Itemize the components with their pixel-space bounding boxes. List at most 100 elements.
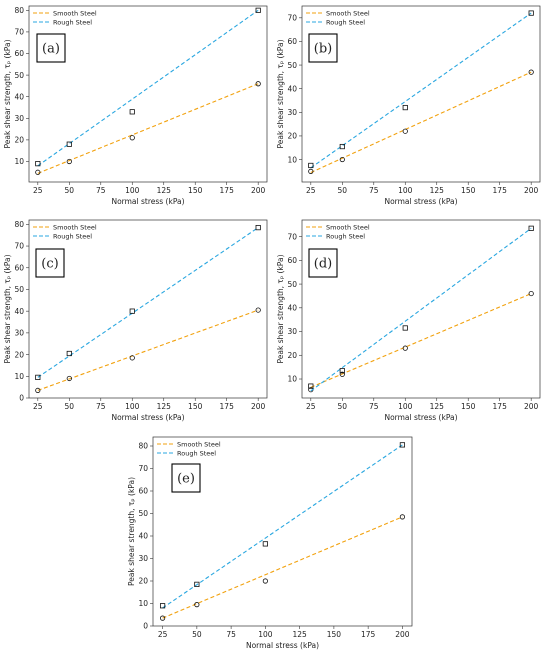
y-tick-label: 80: [14, 6, 24, 15]
y-axis-label: Peak shear strength, τₚ (kPa): [3, 254, 12, 363]
y-tick-label: 30: [287, 108, 297, 117]
panel-label: (b): [314, 42, 332, 57]
legend-label: Smooth Steel: [326, 223, 370, 231]
data-point-smooth: [35, 169, 41, 175]
data-point-rough: [194, 581, 200, 587]
y-tick-label: 60: [138, 487, 148, 496]
x-tick-label: 125: [292, 630, 307, 639]
y-tick-label: 70: [287, 232, 297, 241]
x-tick-label: 50: [65, 402, 75, 411]
legend-label: Smooth Steel: [177, 440, 221, 448]
x-tick-label: 100: [398, 186, 413, 195]
legend-label: Smooth Steel: [53, 9, 97, 17]
y-tick-label: 50: [287, 61, 297, 70]
x-tick-label: 25: [306, 186, 316, 195]
data-point-rough: [528, 10, 534, 16]
data-point-rough: [129, 308, 135, 314]
panel-label-box: [36, 33, 66, 63]
y-tick-label: 0: [143, 622, 148, 631]
data-point-smooth: [308, 168, 314, 174]
y-tick-label: 50: [14, 71, 24, 80]
y-tick-label: 30: [14, 329, 24, 338]
data-point-smooth: [339, 371, 345, 377]
data-point-smooth: [402, 345, 408, 351]
x-tick-label: 200: [251, 402, 266, 411]
x-tick-label: 25: [158, 630, 168, 639]
panel-label-box: [308, 33, 338, 63]
y-tick-label: 60: [14, 263, 24, 272]
x-tick-label: 125: [157, 186, 172, 195]
y-tick-label: 70: [14, 242, 24, 251]
y-tick-label: 60: [287, 256, 297, 265]
y-tick-label: 10: [14, 372, 24, 381]
data-point-smooth: [159, 615, 166, 621]
y-tick-label: 70: [287, 14, 297, 23]
y-tick-label: 50: [287, 280, 297, 289]
x-tick-label: 150: [461, 402, 476, 411]
y-tick-label: 20: [287, 132, 297, 141]
x-axis-label: Normal stress (kPa): [384, 197, 457, 206]
y-tick-label: 60: [287, 37, 297, 46]
legend-label: Rough Steel: [326, 18, 365, 26]
plot-frame: [28, 5, 268, 183]
data-point-rough: [66, 141, 72, 147]
x-tick-label: 200: [524, 186, 539, 195]
x-tick-label: 125: [430, 186, 445, 195]
y-tick-label: 10: [14, 157, 24, 166]
plot-frame: [152, 436, 413, 627]
x-tick-label: 200: [524, 402, 539, 411]
trend-line-smooth: [310, 293, 532, 388]
trend-line-smooth: [37, 309, 259, 391]
y-axis-label: Peak shear strength, τₚ (kPa): [3, 39, 12, 148]
x-tick-label: 75: [226, 630, 236, 639]
panel-label: (e): [177, 472, 195, 487]
data-point-rough: [339, 143, 345, 150]
x-tick-label: 175: [493, 186, 508, 195]
x-tick-label: 100: [258, 630, 273, 639]
x-axis-label: Normal stress (kPa): [384, 413, 457, 422]
x-tick-label: 75: [369, 186, 379, 195]
trend-line-rough: [37, 9, 259, 167]
chart-panel-2: 25 50 75 100 125 150 175 200 10 20 30 40 50 60 70 Norma…: [276, 5, 541, 206]
chart-panel-5: 25 50 75 100 125 150 175 200 0 10 20 30 40 50 60 70 80 No…: [127, 436, 413, 650]
data-point-smooth: [528, 69, 534, 75]
x-tick-label: 100: [125, 186, 140, 195]
data-point-rough: [255, 224, 261, 231]
trend-line-rough: [162, 444, 403, 609]
panel-label-box: [171, 463, 201, 493]
x-tick-label: 200: [395, 630, 410, 639]
y-tick-label: 20: [14, 136, 24, 145]
x-axis-label: Normal stress (kPa): [111, 197, 184, 206]
x-tick-label: 75: [369, 402, 379, 411]
panel-label-box: [308, 248, 338, 278]
x-tick-label: 75: [96, 402, 106, 411]
data-point-smooth: [194, 602, 200, 608]
data-point-rough: [399, 442, 406, 448]
y-tick-label: 20: [138, 577, 148, 586]
y-tick-label: 30: [287, 327, 297, 336]
x-axis-label: Normal stress (kPa): [246, 641, 319, 650]
y-axis-label: Peak shear strength, τₚ (kPa): [127, 477, 136, 586]
y-tick-label: 40: [14, 307, 24, 316]
data-point-smooth: [262, 578, 268, 584]
x-tick-label: 50: [65, 186, 75, 195]
data-point-smooth: [255, 81, 261, 87]
plot-frame: [28, 219, 268, 399]
x-tick-label: 25: [33, 402, 43, 411]
data-point-rough: [402, 325, 408, 331]
x-tick-label: 150: [461, 186, 476, 195]
y-tick-label: 0: [19, 394, 24, 403]
trend-line-smooth: [162, 516, 403, 619]
y-tick-label: 20: [287, 351, 297, 360]
data-point-smooth: [66, 375, 72, 382]
data-point-smooth: [339, 156, 345, 163]
x-tick-label: 25: [33, 186, 43, 195]
y-tick-label: 10: [287, 375, 297, 384]
x-tick-label: 125: [430, 402, 445, 411]
y-tick-label: 50: [138, 509, 148, 518]
plot-frame: [301, 219, 541, 399]
